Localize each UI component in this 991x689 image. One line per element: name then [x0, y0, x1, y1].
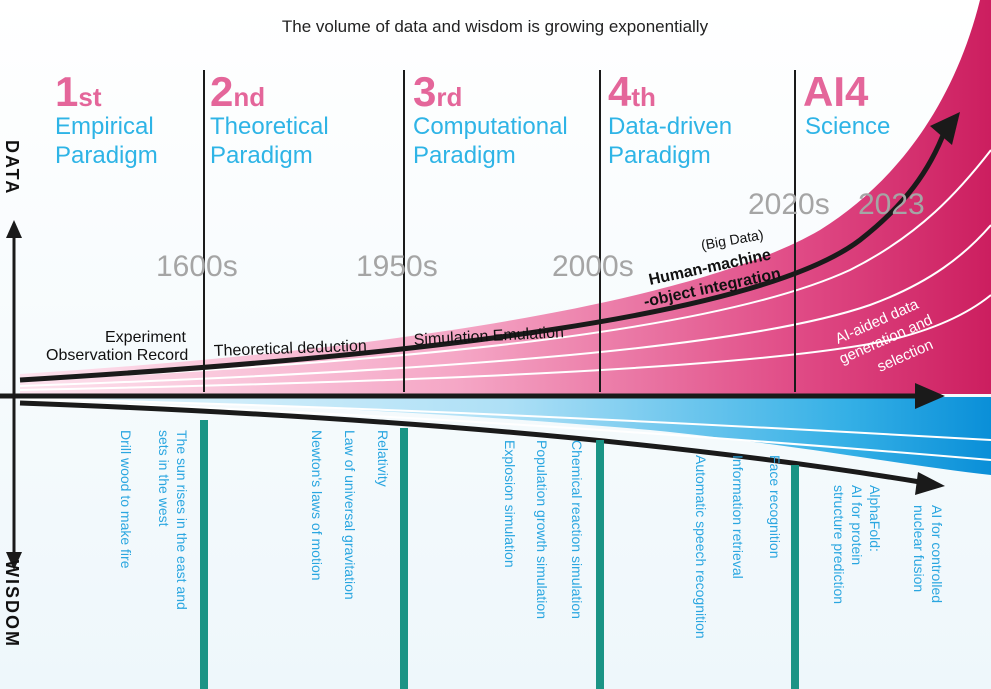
data-label-theoretical: Theoretical deduction [214, 338, 367, 360]
wisdom-example: Automatic speech recognition [693, 455, 709, 639]
paradigm-name-line1: Science [805, 113, 890, 140]
data-streak-line [19, 224, 991, 387]
wisdom-example: The sun rises in the east and [174, 430, 190, 610]
era-divider-bottom [791, 465, 799, 689]
data-axis-label: DATA [2, 140, 22, 195]
time-axis-arrowhead [915, 383, 945, 409]
data-streak-line [19, 149, 991, 381]
paradigm-ordinal: nd [233, 82, 265, 112]
paradigm-2: 2nd Theoretical Paradigm [210, 68, 329, 169]
wisdom-example: AI for controlled [929, 505, 945, 603]
data-trend-arrowhead [930, 112, 960, 145]
paradigm-number: 3 [413, 68, 436, 115]
wisdom-axis-label: WISDOM [2, 560, 22, 648]
data-label-experiment: Experiment [105, 329, 186, 346]
wisdom-example: Drill wood to make fire [118, 430, 134, 569]
wisdom-example: Face recognition [767, 455, 783, 559]
paradigm-4: 4th Data-driven Paradigm [608, 68, 732, 169]
wisdom-example: AI for protein [849, 485, 865, 565]
wisdom-examples: Drill wood to make fire The sun rises in… [118, 430, 945, 639]
year-label: 2023 [858, 188, 925, 221]
wisdom-example: nuclear fusion [911, 505, 927, 592]
wisdom-streak-line [19, 400, 991, 461]
vertical-axis-up-arrow [6, 220, 22, 238]
paradigm-name-line1: Empirical [55, 113, 154, 140]
paradigm-1: 1st Empirical Paradigm [55, 68, 158, 169]
paradigm-name-line2: Paradigm [413, 142, 516, 169]
data-trend-curve [19, 129, 948, 383]
paradigm-number: AI4 [803, 68, 869, 115]
svg-text:AI4: AI4 [803, 68, 869, 115]
era-divider-bottom [596, 440, 604, 689]
wisdom-example: Newton's laws of motion [309, 430, 325, 581]
data-streak-line [19, 294, 991, 391]
wisdom-example: sets in the west [156, 430, 172, 527]
era-divider-bottom [400, 428, 408, 689]
paradigm-ordinal: st [78, 82, 101, 112]
wisdom-example: Chemical reaction simulation [569, 440, 585, 619]
year-label: 1950s [356, 250, 438, 283]
wisdom-example: Explosion simulation [502, 440, 518, 568]
year-label: 2000s [552, 250, 634, 283]
paradigm-name-line2: Paradigm [210, 142, 313, 169]
wisdom-streak-line [19, 398, 991, 441]
era-divider-bottom [200, 420, 208, 689]
vertical-axis-down-arrow [6, 552, 22, 570]
wisdom-example: Information retrieval [730, 455, 746, 579]
svg-text:1st: 1st [55, 68, 102, 115]
wisdom-example: Population growth simulation [534, 440, 550, 619]
paradigm-number: 1 [55, 68, 78, 115]
paradigm-3: 3rd Computational Paradigm [413, 68, 568, 169]
paradigm-ai4: AI4 Science [803, 68, 890, 140]
wisdom-trend-curve [19, 400, 921, 485]
paradigm-name-line1: Data-driven [608, 113, 732, 140]
wisdom-example: structure prediction [831, 485, 847, 604]
wisdom-example: Law of universal gravitation [342, 430, 358, 600]
paradigm-ordinal: rd [436, 82, 462, 112]
svg-text:2nd: 2nd [210, 68, 265, 115]
data-label-observation: Observation Record [46, 347, 188, 364]
paradigm-name-line2: Paradigm [608, 142, 711, 169]
wisdom-example: Relativity [375, 430, 391, 487]
year-label: 1600s [156, 250, 238, 283]
paradigm-number: 2 [210, 68, 233, 115]
wisdom-growth-fan [20, 397, 991, 475]
diagram-title: The volume of data and wisdom is growing… [282, 17, 709, 36]
paradigm-name-line1: Theoretical [210, 113, 329, 140]
paradigm-name-line2: Paradigm [55, 142, 158, 169]
paradigm-ordinal: th [631, 82, 656, 112]
paradigm-name-line1: Computational [413, 113, 568, 140]
year-label: 2020s [748, 188, 830, 221]
wisdom-trend-arrowhead [915, 472, 945, 495]
paradigm-number: 4 [608, 68, 632, 115]
svg-text:4th: 4th [608, 68, 656, 115]
data-growth-fan [20, 0, 991, 394]
wisdom-example: AlphaFold: [867, 485, 883, 552]
svg-text:3rd: 3rd [413, 68, 462, 115]
